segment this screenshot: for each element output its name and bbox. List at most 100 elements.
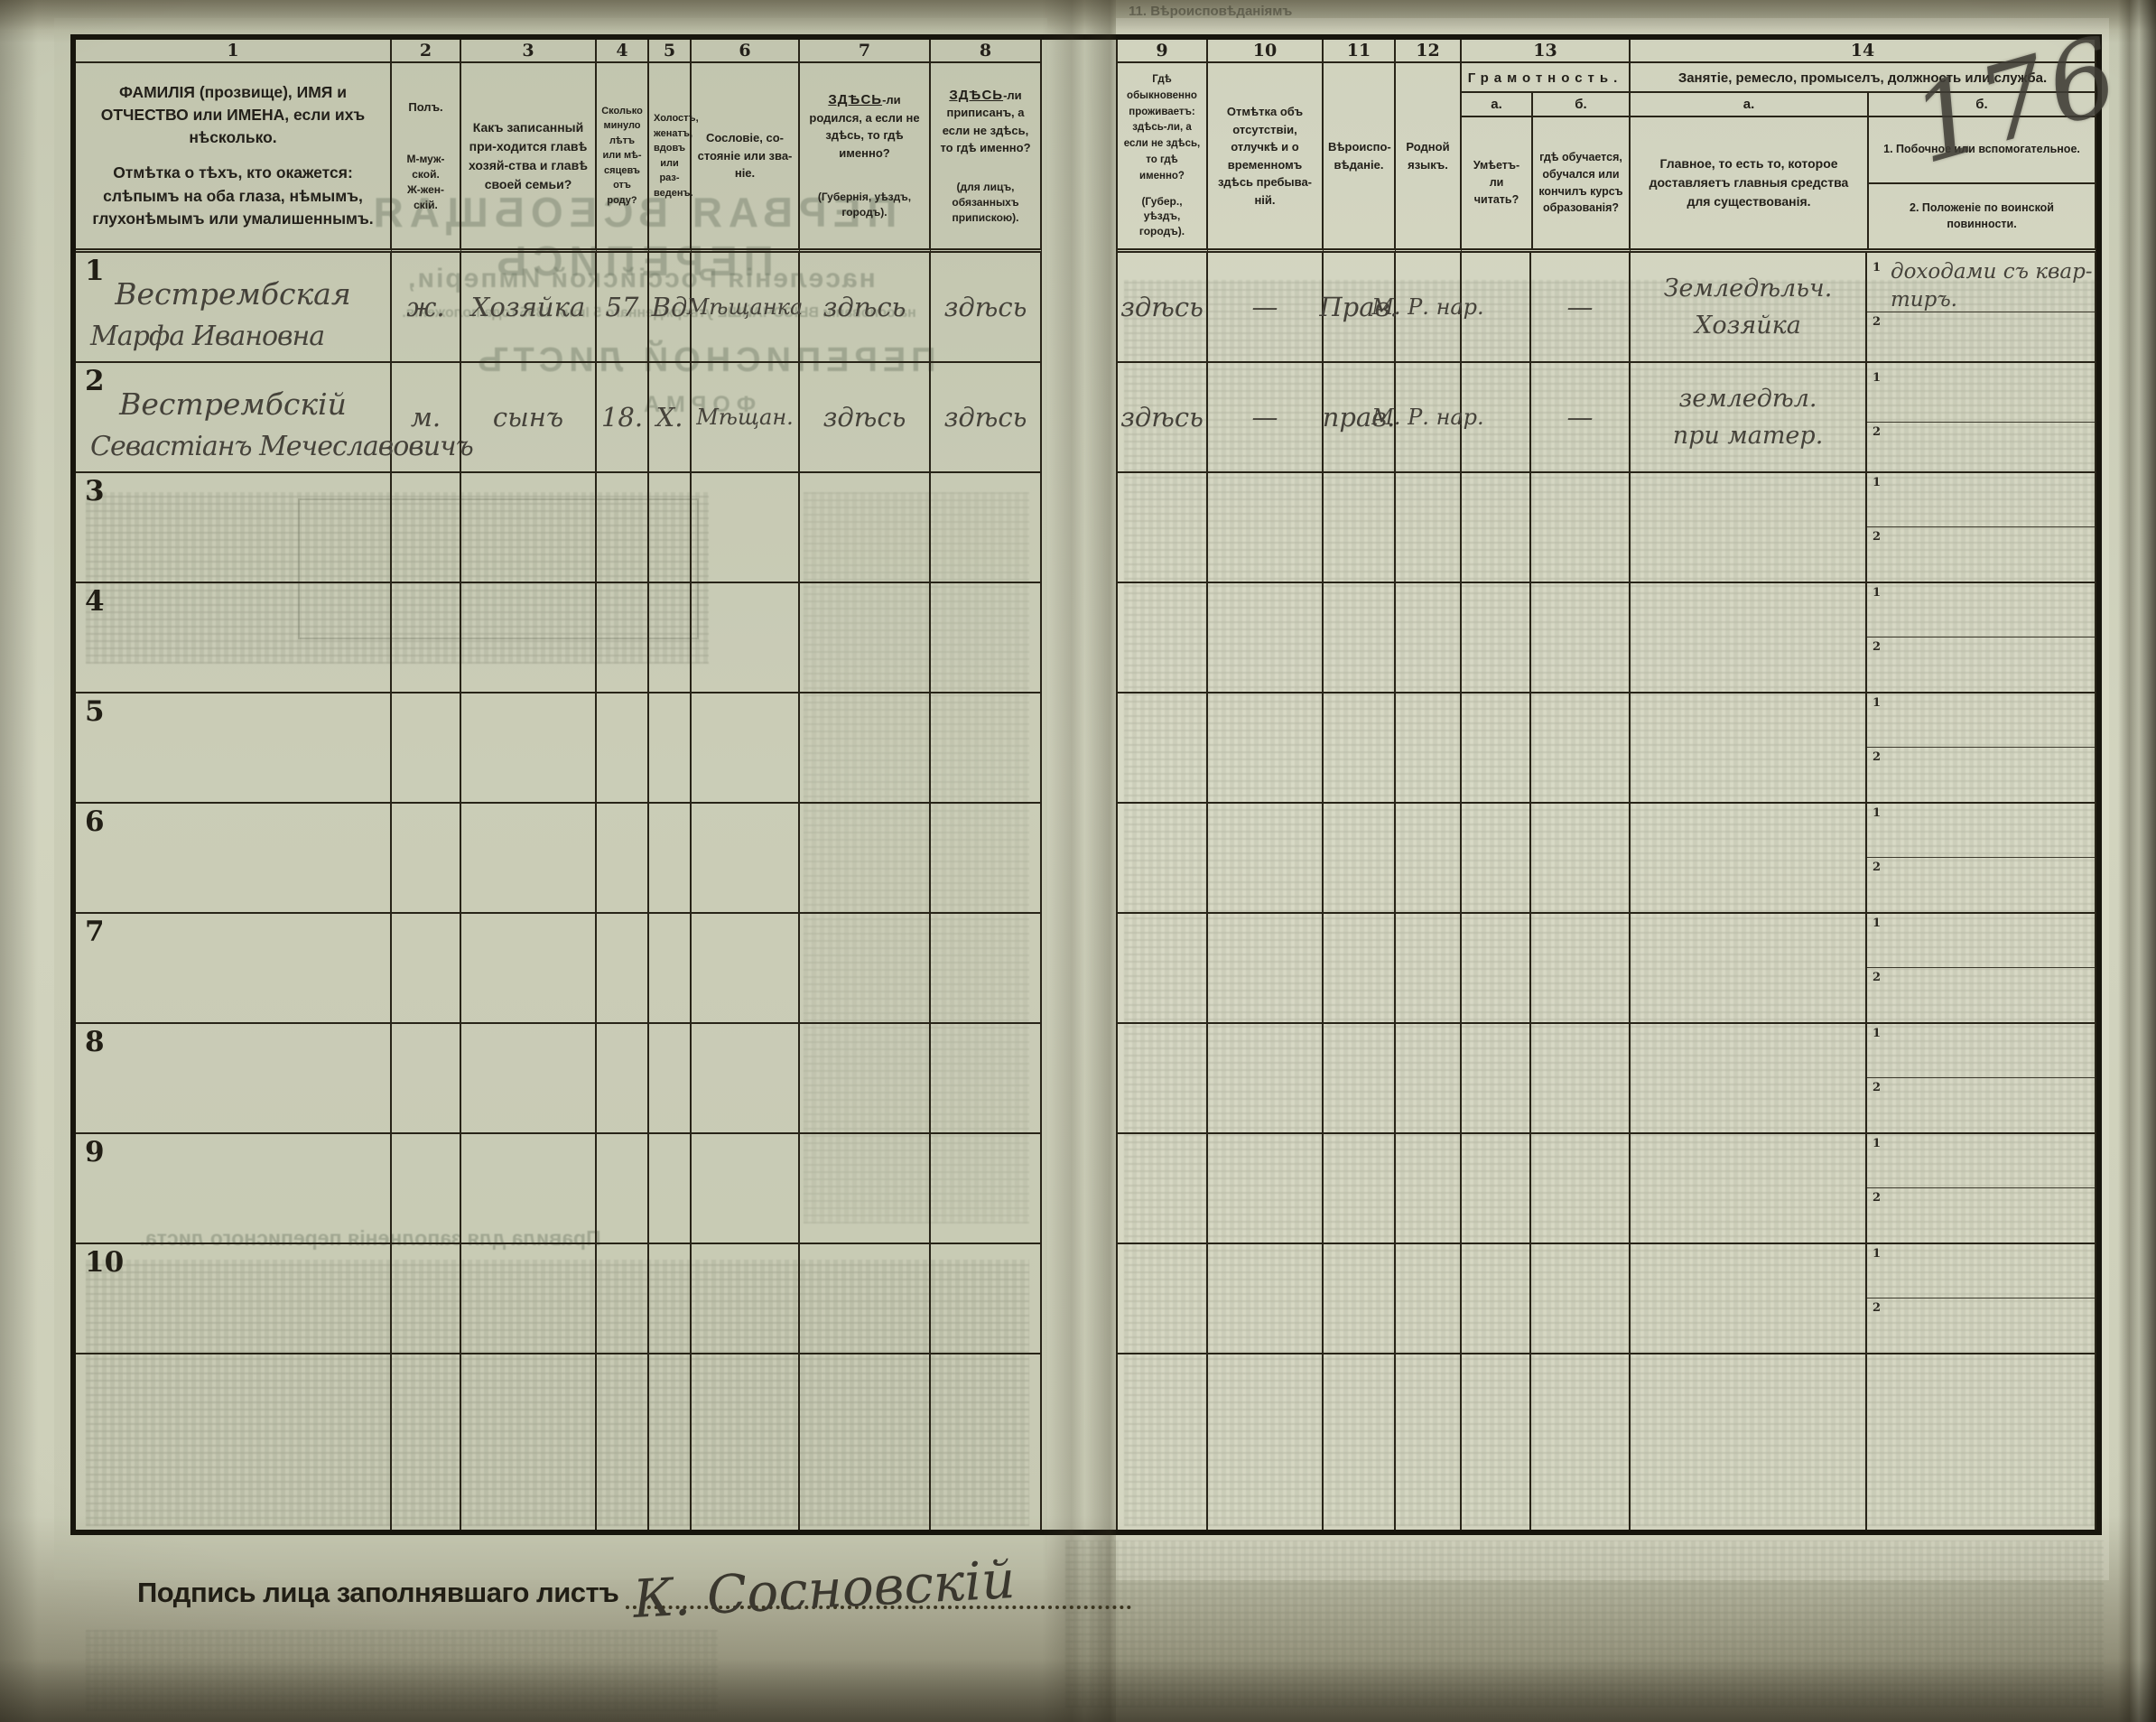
adjacent-page-fragment: 11. Вѣроисповѣданіямъ [1129,4,1293,19]
cell-marital: Вд [649,253,692,363]
subcell-side-occupation: 1 [1867,1244,2095,1298]
cell-literacy [1462,693,1531,804]
row-number: 10 [85,1246,125,1279]
cell-absence: — [1208,253,1324,363]
cell-religion [1324,583,1396,693]
cell-literacy [1462,363,1531,473]
cell-registered-here [931,1244,1042,1354]
cell-resides [1118,583,1208,693]
cell-occupation-main [1631,1024,1867,1134]
cell-absence [1208,1244,1324,1354]
col-header-religion: Вѣроиспо-вѣданіе. [1324,63,1396,253]
col-number-1: 1 [76,40,392,63]
cell-registered-here [931,1024,1042,1134]
cell [597,1354,649,1530]
col-header-registered: ЗДѢСЬ-ли приписанъ, а если не здѣсь, то … [931,63,1042,253]
cell-sex: м. [392,363,461,473]
cell-occupation-main [1631,583,1867,693]
cell-estate [692,1024,800,1134]
col-header-absence: Отмѣтка объ отсутствіи, отлучкѣ и о врем… [1208,63,1324,253]
cell-literacy [1462,914,1531,1024]
cell-literacy [1462,1024,1531,1134]
cell-education [1531,1244,1631,1354]
bleedthrough-texture [1065,1540,2104,1708]
cell-education [1531,693,1631,804]
cell-estate [692,583,800,693]
cell-education: — [1531,253,1631,363]
subcell-military: 2 [1873,861,1882,874]
cell-language [1396,473,1462,583]
cell-occupation-main: земледѣл. при матер. [1631,363,1867,473]
cell-absence [1208,1134,1324,1244]
cell-language [1396,804,1462,914]
cell-absence [1208,1024,1324,1134]
adjacent-sheet-edge [2118,0,2156,1722]
cell-age [597,693,649,804]
cell-literacy [1462,804,1531,914]
cell [392,1354,461,1530]
cell-marital [649,804,692,914]
col-number-7: 7 [800,40,931,63]
cell-name: 8 [76,1024,392,1134]
handwriting-surname: Вестрембская [115,276,351,312]
cell-age [597,804,649,914]
cell-sex [392,473,461,583]
subcell-side-occupation: 1 доходами съ квар-тиръ. [1867,258,2095,312]
col-number-5: 5 [649,40,692,63]
cell-name: 9 [76,1134,392,1244]
cell-relation [461,473,597,583]
cell-age: 18. [597,363,649,473]
cell-born-here [800,583,931,693]
cell-marital [649,473,692,583]
subcell-military: 2 [1873,640,1882,654]
col-header-marital: Холостъ, женатъ, вдовъ или раз-веденъ. [649,63,699,253]
cell-name: 3 [76,473,392,583]
cell-religion [1324,1244,1396,1354]
cell-occupation-main [1631,1244,1867,1354]
row-number: 9 [85,1136,105,1168]
cell-marital [649,693,692,804]
cell-born-here [800,1244,931,1354]
cell [800,1354,931,1530]
cell-estate [692,473,800,583]
col-header-age: Сколько минуло лѣтъ или мѣ-сяцевъ отъ ро… [597,63,649,253]
subcell-military: 2 [1873,1301,1882,1315]
cell-marital [649,583,692,693]
cell-sex [392,1244,461,1354]
cell [1118,1354,1208,1530]
cell-name: 1 Вестрембская Марфа Ивановна [76,253,392,363]
row-number: 8 [85,1026,105,1058]
cell-name: 7 [76,914,392,1024]
subcell-military: 2 [1873,425,1882,439]
cell-language: М. Р. нар. [1371,363,1484,473]
cell-relation [461,914,597,1024]
col-header-language: Родной языкъ. [1396,63,1462,253]
cell-literacy [1462,583,1531,693]
cell-resides [1118,804,1208,914]
cell-absence [1208,804,1324,914]
cell-education [1531,473,1631,583]
col-number-3: 3 [461,40,597,63]
row-number: 5 [85,695,105,728]
cell-education [1531,1134,1631,1244]
cell-relation [461,804,597,914]
cell-sex: ж. [392,253,461,363]
cell-registered-here [931,804,1042,914]
cell-age: 57 [597,253,649,363]
cell [1462,1354,1531,1530]
cell-religion [1324,473,1396,583]
cell-relation: Хозяйка [461,253,597,363]
cell-estate [692,804,800,914]
subcell-side-occupation: 1 [1867,473,2095,527]
handwriting-given-name: Марфа Ивановна [90,321,325,352]
cell-estate [692,1244,800,1354]
cell-registered-here [931,473,1042,583]
cell-language [1396,1024,1462,1134]
col-header-literacy: Грамотность. а. Умѣетъ-ли читать? б. гдѣ о… [1462,63,1631,253]
cell-occupation-main [1631,914,1867,1024]
